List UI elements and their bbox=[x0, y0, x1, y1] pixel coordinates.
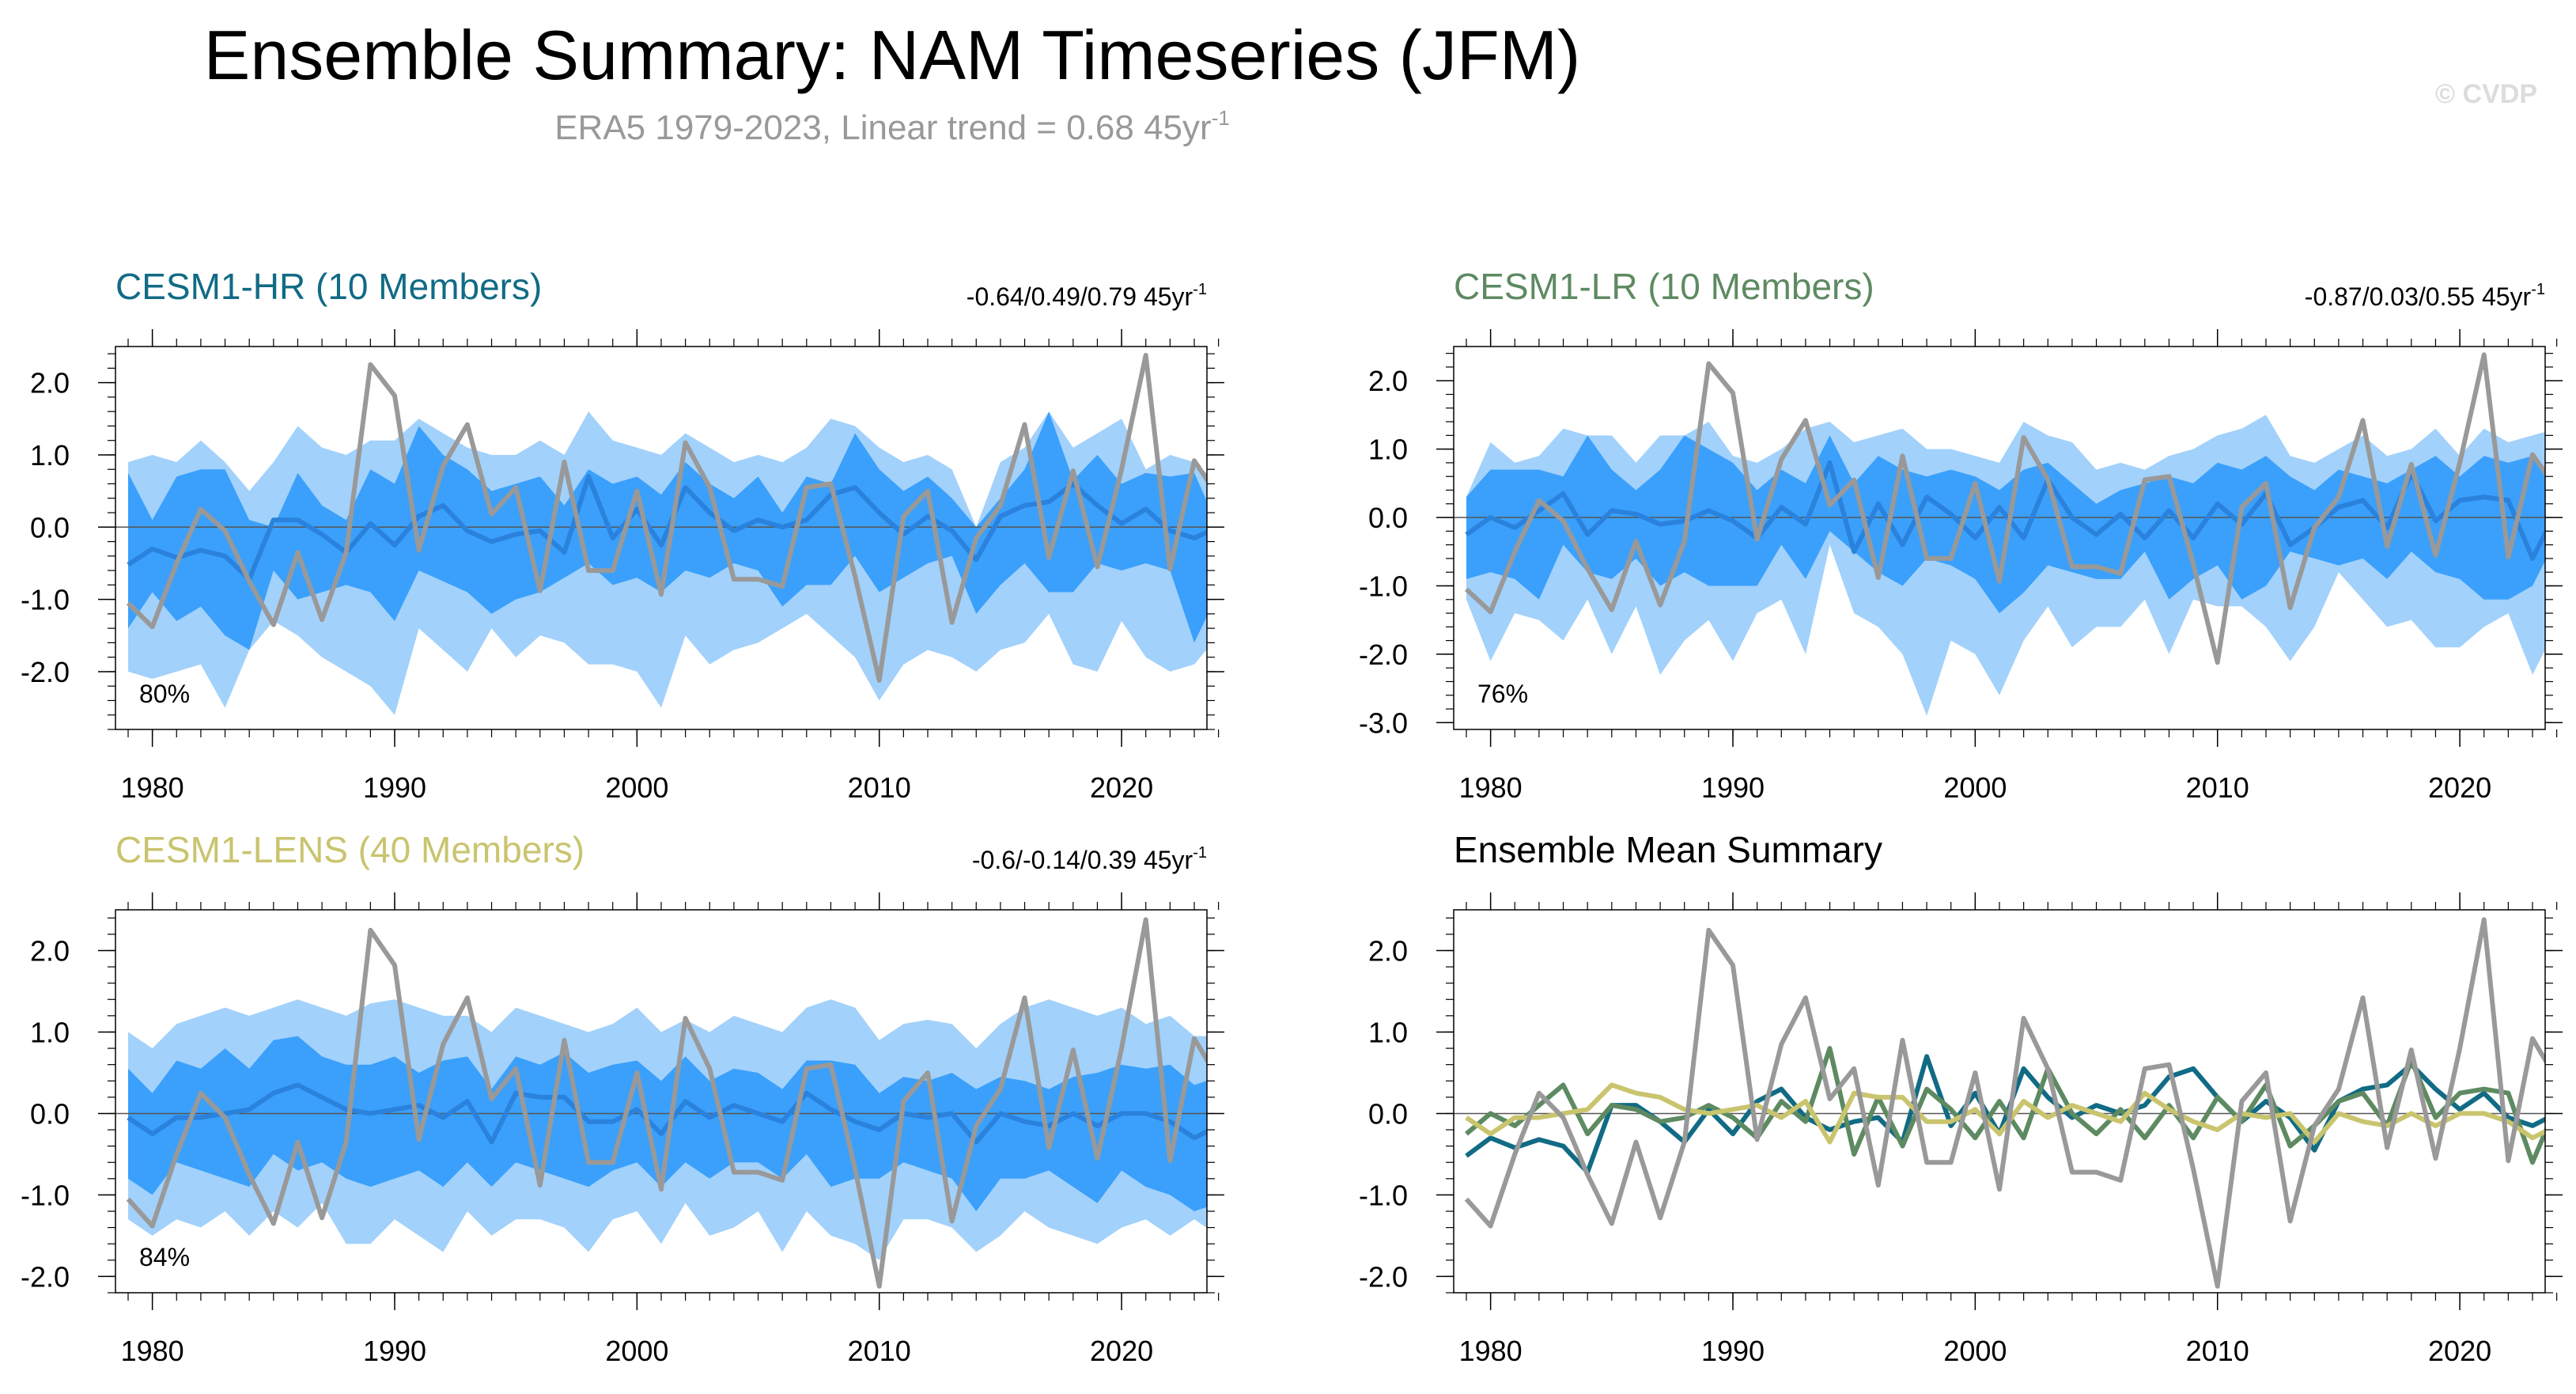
y-tick-label: -1.0 bbox=[21, 1179, 70, 1211]
y-tick-label: 2.0 bbox=[1368, 934, 1408, 967]
x-tick-label: 1980 bbox=[1459, 1335, 1523, 1367]
panel-4: Ensemble Mean Summary 1980 1990 2000 2010 202… bbox=[1359, 829, 2563, 1367]
x-tick-label: 1990 bbox=[1701, 771, 1765, 804]
x-tick-label: 1980 bbox=[1459, 771, 1523, 804]
figure-title: Ensemble Summary: NAM Timeseries (JFM) bbox=[204, 16, 1581, 94]
panel-1: CESM1-HR (10 Members) -0.64/0.49/0.79 45y… bbox=[21, 266, 1224, 804]
trend-values: -0.64/0.49/0.79 45yr bbox=[966, 282, 1193, 311]
x-tick-label: 2010 bbox=[2186, 1335, 2249, 1367]
plot-area bbox=[115, 353, 1207, 715]
x-tick-label: 1980 bbox=[121, 771, 184, 804]
y-tick-label: 1.0 bbox=[30, 1016, 70, 1048]
trend-values: -0.87/0.03/0.55 45yr bbox=[2305, 282, 2532, 311]
x-tick-label: 2000 bbox=[1943, 1335, 2007, 1367]
y-tick-label: 2.0 bbox=[1368, 365, 1408, 397]
x-tick-label: 2020 bbox=[2428, 771, 2491, 804]
trend-label: -0.64/0.49/0.79 45yr-1 bbox=[966, 281, 1207, 311]
y-tick-label: 2.0 bbox=[30, 934, 70, 967]
y-tick-label: -2.0 bbox=[21, 1260, 70, 1293]
y-tick-label: 0.0 bbox=[30, 511, 70, 544]
x-tick-label: 1980 bbox=[121, 1335, 184, 1367]
subtitle-main: ERA5 1979-2023, Linear trend = 0.68 45yr bbox=[554, 108, 1211, 147]
x-tick-label: 2000 bbox=[605, 771, 668, 804]
trend-superscript: -1 bbox=[1193, 844, 1207, 862]
y-tick-label: -2.0 bbox=[21, 656, 70, 688]
x-tick-label: 2020 bbox=[1090, 771, 1153, 804]
observed-line bbox=[126, 917, 1207, 1289]
trend-superscript: -1 bbox=[2531, 281, 2545, 298]
x-tick-label: 2010 bbox=[848, 1335, 911, 1367]
panels: CESM1-HR (10 Members) -0.64/0.49/0.79 45y… bbox=[21, 266, 2563, 1367]
panel-2: CESM1-LR (10 Members) -0.87/0.03/0.55 45y… bbox=[1359, 266, 2563, 804]
x-tick-label: 2000 bbox=[605, 1335, 668, 1367]
panel-title: CESM1-HR (10 Members) bbox=[115, 266, 542, 307]
observed-line bbox=[126, 353, 1207, 683]
trend-label: -0.87/0.03/0.55 45yr-1 bbox=[2305, 281, 2545, 311]
x-tick-label: 1990 bbox=[363, 771, 426, 804]
y-tick-label: -3.0 bbox=[1359, 706, 1408, 739]
trend-values: -0.6/-0.14/0.39 45yr bbox=[972, 846, 1193, 874]
y-tick-label: 0.0 bbox=[1368, 1097, 1408, 1130]
percent-label: 76% bbox=[1477, 680, 1528, 708]
subtitle-superscript: -1 bbox=[1212, 106, 1230, 130]
y-tick-label: -1.0 bbox=[1359, 570, 1408, 603]
panel-3: CESM1-LENS (40 Members) -0.6/-0.14/0.39 4… bbox=[21, 829, 1224, 1367]
panel-title: CESM1-LENS (40 Members) bbox=[115, 829, 584, 870]
percent-label: 84% bbox=[139, 1243, 190, 1271]
x-tick-label: 1990 bbox=[1701, 1335, 1765, 1367]
x-tick-label: 2010 bbox=[2186, 771, 2249, 804]
percent-label: 80% bbox=[139, 680, 190, 708]
x-tick-label: 2000 bbox=[1943, 771, 2007, 804]
y-tick-label: 0.0 bbox=[1368, 502, 1408, 534]
y-tick-label: 1.0 bbox=[1368, 1016, 1408, 1048]
cvdp-watermark: © CVDP bbox=[2435, 79, 2537, 109]
figure-subtitle: ERA5 1979-2023, Linear trend = 0.68 45yr… bbox=[554, 106, 1230, 147]
observed-line bbox=[1464, 917, 2545, 1289]
x-tick-label: 2010 bbox=[848, 771, 911, 804]
x-tick-label: 2020 bbox=[2428, 1335, 2491, 1367]
y-tick-label: 1.0 bbox=[1368, 434, 1408, 466]
y-tick-label: 1.0 bbox=[30, 439, 70, 472]
plot-area bbox=[1454, 917, 2545, 1289]
trend-superscript: -1 bbox=[1193, 281, 1207, 298]
y-tick-label: -1.0 bbox=[21, 584, 70, 616]
y-tick-label: -1.0 bbox=[1359, 1179, 1408, 1211]
y-tick-label: -2.0 bbox=[1359, 1260, 1408, 1293]
y-tick-label: 0.0 bbox=[30, 1097, 70, 1130]
trend-label: -0.6/-0.14/0.39 45yr-1 bbox=[972, 844, 1207, 874]
x-tick-label: 2020 bbox=[1090, 1335, 1153, 1367]
panel-title: Ensemble Mean Summary bbox=[1454, 829, 1882, 870]
plot-area bbox=[115, 917, 1207, 1289]
x-tick-label: 1990 bbox=[363, 1335, 426, 1367]
inner-spread-band bbox=[1466, 435, 2545, 614]
y-tick-label: 2.0 bbox=[30, 367, 70, 400]
panel-title: CESM1-LR (10 Members) bbox=[1454, 266, 1874, 307]
observed-line bbox=[1464, 352, 2545, 665]
plot-area bbox=[1454, 352, 2545, 716]
y-tick-label: -2.0 bbox=[1359, 638, 1408, 671]
